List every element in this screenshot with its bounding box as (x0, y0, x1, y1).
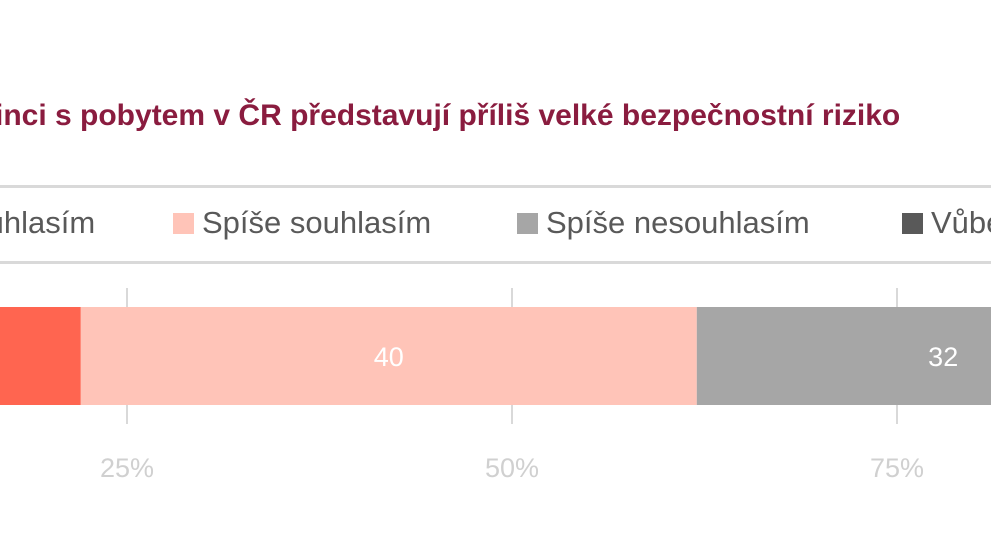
tick-label-75: 75% (870, 453, 924, 483)
legend-item-rozhodne-souhlasim: Rozhodně souhlasím (0, 203, 95, 243)
legend-swatch-vubec-nesouhlasim (902, 212, 923, 234)
tick-label-25: 25% (100, 453, 154, 483)
legend-label-spise-souhlasim: Spíše souhlasím (202, 205, 432, 240)
legend-top-rule (0, 185, 991, 188)
bar-segment-1 (0, 307, 81, 405)
legend-label-vubec-nesouhlasim: Vůbec nesouhlasím (931, 205, 991, 240)
legend-label-rozhodne-souhlasim: Rozhodně souhlasím (0, 205, 96, 240)
legend-item-vubec-nesouhlasim: Vůbec nesouhlasím (902, 203, 991, 243)
legend-item-spise-nesouhlasim: Spíše nesouhlasím (517, 203, 810, 243)
legend-item-spise-souhlasim: Spíše souhlasím (173, 203, 431, 243)
data-label-2: 40 (374, 342, 404, 372)
legend-swatch-spise-souhlasim (173, 212, 194, 234)
bar-segment-2 (80, 307, 697, 405)
chart-title: Cizinci s pobytem v ČR představují příli… (0, 99, 901, 132)
legend-bottom-rule (0, 261, 991, 264)
tick-label-50: 50% (485, 453, 539, 483)
bar-segment-3 (696, 307, 991, 405)
data-label-3: 32 (928, 342, 958, 372)
legend-label-spise-nesouhlasim: Spíše nesouhlasím (546, 205, 810, 240)
legend-swatch-spise-nesouhlasim (517, 212, 538, 234)
